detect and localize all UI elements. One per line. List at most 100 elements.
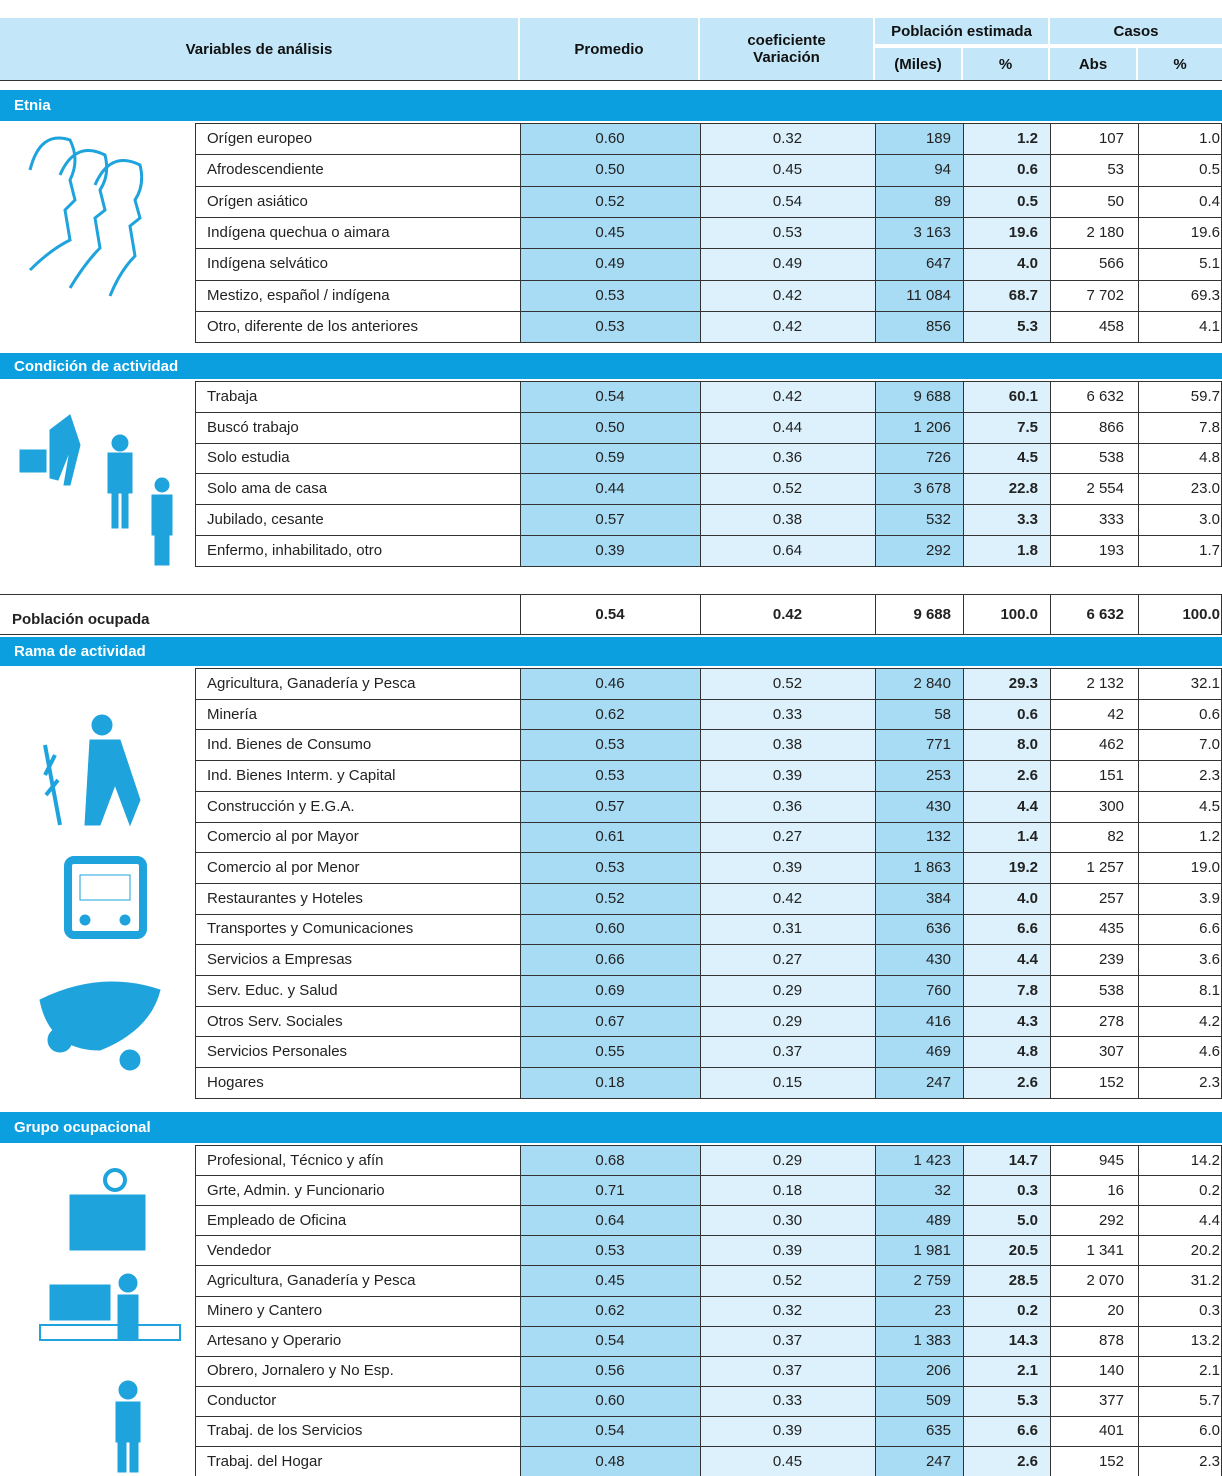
cell-value: 635 xyxy=(875,1416,963,1446)
row-label: Solo ama de casa xyxy=(195,473,520,504)
cell-value: 0.53 xyxy=(700,217,875,248)
cell-value: 9 688 xyxy=(875,381,963,412)
row-label: Otros Serv. Sociales xyxy=(195,1006,520,1037)
cell-value: 0.39 xyxy=(700,1235,875,1265)
row-label: Empleado de Oficina xyxy=(195,1205,520,1235)
cell-value: 401 xyxy=(1050,1416,1138,1446)
cell-value: 489 xyxy=(875,1205,963,1235)
cell-value: 1.8 xyxy=(963,535,1050,566)
cell-value: 0.6 xyxy=(963,154,1050,185)
cell-value: 469 xyxy=(875,1036,963,1067)
cell-value: 0.39 xyxy=(700,760,875,791)
cell-value: 0.2 xyxy=(963,1296,1050,1326)
rule xyxy=(195,1098,1222,1099)
cell-value: 2 840 xyxy=(875,668,963,699)
cell-value: 538 xyxy=(1050,443,1138,474)
cell-value: 6.0 xyxy=(1138,1416,1222,1446)
cell-value: 0.42 xyxy=(700,280,875,311)
header-cell: Promedio xyxy=(520,18,698,80)
cell-value: 7.8 xyxy=(963,975,1050,1006)
cell-value: 0.36 xyxy=(700,791,875,822)
cell-value: 1.2 xyxy=(963,123,1050,154)
cell-value: 0.6 xyxy=(1138,699,1222,730)
cell-value: 0.50 xyxy=(520,412,700,443)
cell-value: 0.53 xyxy=(520,760,700,791)
cell-value: 7.5 xyxy=(963,412,1050,443)
row-label: Jubilado, cesante xyxy=(195,504,520,535)
cell-value: 59.7 xyxy=(1138,381,1222,412)
cell-value: 0.38 xyxy=(700,504,875,535)
cell-value: 0.29 xyxy=(700,1006,875,1037)
cell-value: 23 xyxy=(875,1296,963,1326)
cell-value: 14.2 xyxy=(1138,1145,1222,1175)
cell-value: 2 554 xyxy=(1050,473,1138,504)
row-label: Indígena selvático xyxy=(195,248,520,279)
cell-value: 377 xyxy=(1050,1386,1138,1416)
cell-value: 0.42 xyxy=(700,311,875,342)
header-cell: % xyxy=(963,48,1048,80)
cell-value: 4.4 xyxy=(1138,1205,1222,1235)
row-label: Profesional, Técnico y afín xyxy=(195,1145,520,1175)
total-value: 0.54 xyxy=(520,594,700,634)
cell-value: 14.7 xyxy=(963,1145,1050,1175)
cell-value: 462 xyxy=(1050,729,1138,760)
cell-value: 0.54 xyxy=(520,1416,700,1446)
cell-value: 31.2 xyxy=(1138,1265,1222,1295)
header-cell: Variables de análisis xyxy=(0,18,518,80)
cell-value: 1 341 xyxy=(1050,1235,1138,1265)
header-text: Variación xyxy=(753,49,820,66)
cell-value: 0.4 xyxy=(1138,186,1222,217)
cell-value: 2.6 xyxy=(963,1067,1050,1098)
cell-value: 89 xyxy=(875,186,963,217)
cell-value: 2 759 xyxy=(875,1265,963,1295)
cell-value: 2.1 xyxy=(1138,1356,1222,1386)
cell-value: 253 xyxy=(875,760,963,791)
cell-value: 4.8 xyxy=(963,1036,1050,1067)
row-label: Minería xyxy=(195,699,520,730)
cell-value: 0.45 xyxy=(700,1446,875,1476)
cell-value: 0.69 xyxy=(520,975,700,1006)
ethnic-faces-icon xyxy=(30,138,142,296)
cell-value: 0.50 xyxy=(520,154,700,185)
cell-value: 0.30 xyxy=(700,1205,875,1235)
cell-value: 3 163 xyxy=(875,217,963,248)
row-label: Enfermo, inhabilitado, otro xyxy=(195,535,520,566)
cell-value: 0.48 xyxy=(520,1446,700,1476)
cell-value: 0.31 xyxy=(700,914,875,945)
cell-value: 1.7 xyxy=(1138,535,1222,566)
row-label: Restaurantes y Hoteles xyxy=(195,883,520,914)
cell-value: 0.57 xyxy=(520,504,700,535)
cell-value: 0.53 xyxy=(520,1235,700,1265)
cell-value: 0.42 xyxy=(700,883,875,914)
cell-value: 14.3 xyxy=(963,1326,1050,1356)
cell-value: 0.62 xyxy=(520,699,700,730)
cell-value: 0.53 xyxy=(520,852,700,883)
icons xyxy=(0,0,195,1476)
rule xyxy=(195,342,1222,343)
row-label: Conductor xyxy=(195,1386,520,1416)
header-cell: (Miles) xyxy=(875,48,961,80)
section-title: Condición de actividad xyxy=(0,353,1222,379)
section-title: Etnia xyxy=(0,90,1222,121)
cell-value: 0.60 xyxy=(520,914,700,945)
cell-value: 7 702 xyxy=(1050,280,1138,311)
cell-value: 0.37 xyxy=(700,1326,875,1356)
cell-value: 0.60 xyxy=(520,1386,700,1416)
total-value: 100.0 xyxy=(1138,594,1222,634)
cell-value: 0.42 xyxy=(700,381,875,412)
cell-value: 2 180 xyxy=(1050,217,1138,248)
cell-value: 0.54 xyxy=(520,1326,700,1356)
cell-value: 0.53 xyxy=(520,311,700,342)
cell-value: 538 xyxy=(1050,975,1138,1006)
total-value: 0.42 xyxy=(700,594,875,634)
activity-icon xyxy=(20,415,172,565)
cell-value: 0.29 xyxy=(700,975,875,1006)
cell-value: 4.4 xyxy=(963,791,1050,822)
cell-value: 5.7 xyxy=(1138,1386,1222,1416)
cell-value: 0.44 xyxy=(520,473,700,504)
rule xyxy=(195,566,1222,567)
section-title: Grupo ocupacional xyxy=(0,1112,1222,1143)
cell-value: 945 xyxy=(1050,1145,1138,1175)
occupation-icon xyxy=(40,1170,180,1472)
cell-value: 23.0 xyxy=(1138,473,1222,504)
